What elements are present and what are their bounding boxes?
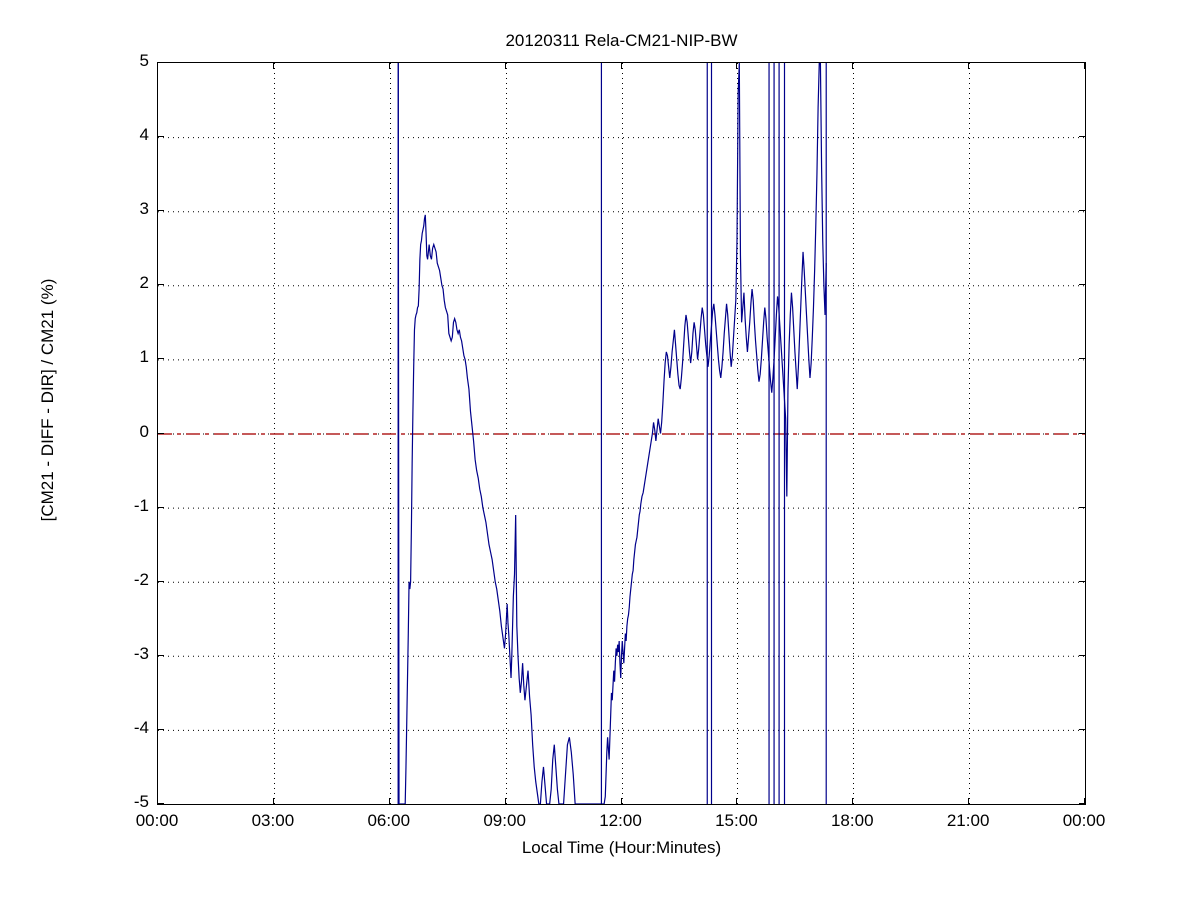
x-tick-label: 06:00 [367,811,411,830]
y-axis-label: [CM21 - DIFF - DIR] / CM21 (%) [38,278,57,522]
y-tick-mark-right [1079,62,1086,63]
y-tick-label: 0 [139,421,149,441]
x-tick-mark-top [621,62,622,69]
x-tick-mark [852,798,853,805]
x-tick-mark-top [736,62,737,69]
y-tick-mark [157,62,164,63]
y-tick-mark-right [1079,507,1086,508]
y-tick-mark [157,358,164,359]
data-series-group [397,63,827,804]
y-tick-mark-right [1079,136,1086,137]
y-tick-mark [157,507,164,508]
x-tick-mark-top [852,62,853,69]
x-tick-mark-top [968,62,969,69]
y-tick-mark [157,655,164,656]
x-tick-mark [1084,798,1085,805]
page-title: 20120311 Rela-CM21-NIP-BW [505,31,738,50]
y-tick-mark [157,433,164,434]
x-tick-label: 12:00 [599,811,642,830]
plot-area [157,62,1086,805]
plot-svg [158,63,1085,804]
y-tick-mark-right [1079,210,1086,211]
y-tick-mark-right [1079,655,1086,656]
y-tick-label: 3 [139,199,149,219]
x-tick-label: 09:00 [483,811,526,830]
y-tick-mark-right [1079,729,1086,730]
x-tick-mark-top [389,62,390,69]
x-tick-label: 15:00 [715,811,758,830]
x-tick-label: 21:00 [946,811,990,830]
x-tick-mark [505,798,506,805]
y-tick-mark [157,284,164,285]
y-tick-mark [157,581,164,582]
x-tick-label: 00:00 [1062,811,1106,830]
y-tick-label: -1 [133,495,149,515]
y-tick-label: 1 [139,347,149,367]
y-tick-mark [157,803,164,804]
x-tick-label: 03:00 [251,811,295,830]
y-tick-label: 5 [139,51,149,70]
x-tick-mark-top [505,62,506,69]
y-tick-label: -4 [133,717,149,737]
x-tick-mark [736,798,737,805]
y-tick-label: -2 [133,569,149,589]
x-tick-mark [157,798,158,805]
x-tick-mark [968,798,969,805]
y-tick-mark-right [1079,433,1086,434]
x-tick-mark [621,798,622,805]
y-tick-mark-right [1079,581,1086,582]
x-tick-label: 00:00 [135,811,179,830]
y-tick-label: -5 [133,792,149,811]
x-tick-mark-top [1084,62,1085,69]
y-tick-mark [157,210,164,211]
x-tick-mark [389,798,390,805]
y-tick-label: 4 [139,125,149,145]
x-tick-mark [273,798,274,805]
y-tick-mark-right [1079,284,1086,285]
y-tick-mark [157,136,164,137]
x-tick-label: 18:00 [830,811,874,830]
y-tick-mark [157,729,164,730]
y-tick-mark-right [1079,358,1086,359]
y-tick-label: -3 [133,643,149,663]
series-line-0 [397,63,827,804]
x-axis-label: Local Time (Hour:Minutes) [521,838,722,857]
x-tick-mark-top [273,62,274,69]
y-tick-label: 2 [139,273,149,293]
x-tick-mark-top [157,62,158,69]
y-tick-mark-right [1079,803,1086,804]
